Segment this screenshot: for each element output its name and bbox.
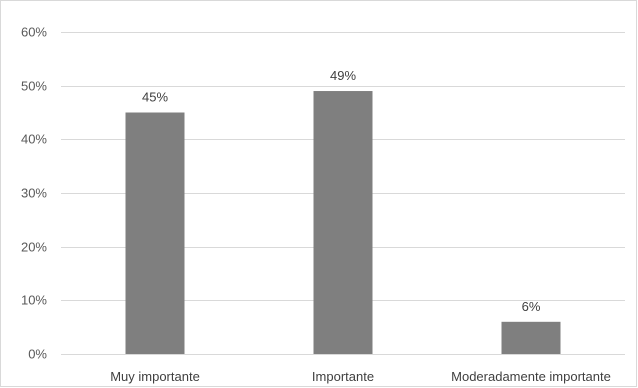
x-axis-category-labels: Muy importante Importante Moderadamente im… — [110, 369, 611, 384]
bar — [313, 91, 373, 355]
x-category-label: Importante — [312, 369, 374, 384]
x-category-label: Moderadamente importante — [451, 369, 611, 384]
data-label: 49% — [330, 68, 356, 83]
x-category-label: Muy importante — [110, 369, 200, 384]
y-tick-label: 0% — [28, 347, 47, 362]
data-label: 45% — [142, 90, 168, 105]
y-tick-label: 50% — [21, 79, 47, 94]
bars — [125, 91, 561, 355]
data-labels: 45% 49% 6% — [142, 68, 541, 314]
y-tick-label: 60% — [21, 25, 47, 40]
y-tick-label: 20% — [21, 240, 47, 255]
y-axis-tick-labels: 0% 10% 20% 30% 40% 50% 60% — [21, 25, 47, 362]
bar — [501, 321, 561, 354]
bar — [125, 112, 185, 354]
y-tick-label: 40% — [21, 132, 47, 147]
y-tick-label: 30% — [21, 186, 47, 201]
data-label: 6% — [522, 299, 541, 314]
y-tick-label: 10% — [21, 293, 47, 308]
